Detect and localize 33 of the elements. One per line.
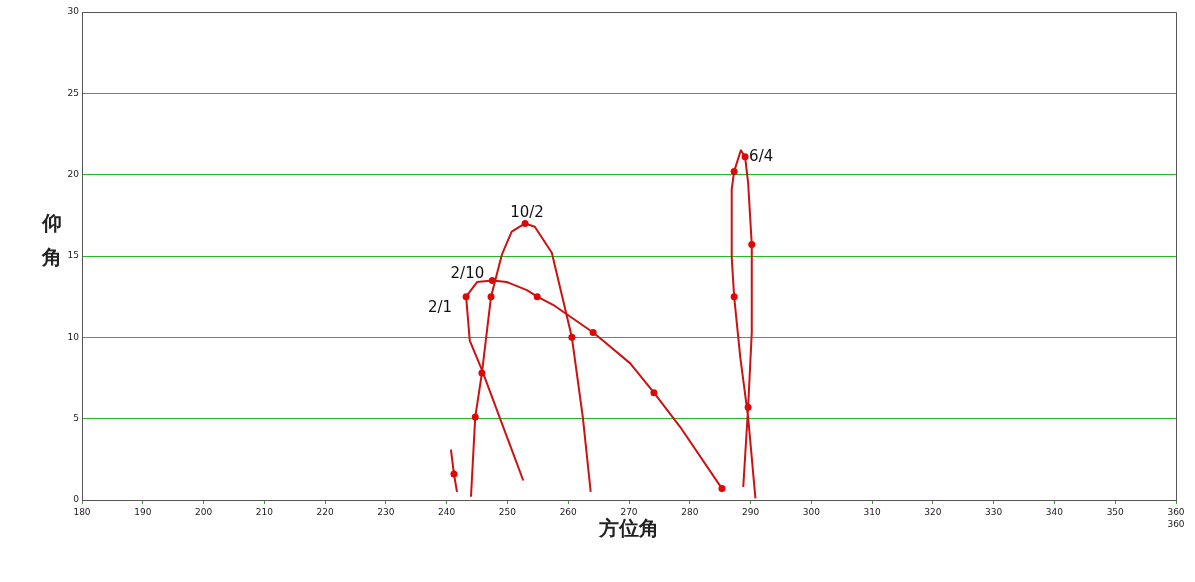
x-tick-label: 310 (863, 506, 881, 517)
y-axis-title: 仰角 (41, 211, 62, 270)
y-tick-label: 5 (73, 413, 79, 424)
x-tick-label: 330 (985, 506, 1003, 517)
x-tick-label: 280 (681, 506, 699, 517)
x-axis-title: 方位角 (598, 516, 659, 541)
x-tick-label: 320 (924, 506, 942, 517)
x-tick-label: 200 (194, 506, 213, 517)
annotation: 6/4 (749, 146, 774, 165)
x-tick-label: 290 (741, 506, 760, 517)
x-tick-label: 350 (1106, 506, 1125, 517)
annotation: 2/10 (450, 264, 485, 283)
y-tick-label: 10 (67, 331, 80, 342)
x-tick-label: 240 (438, 506, 456, 517)
x-tick-label: 190 (134, 506, 152, 517)
y-tick-label: 0 (73, 494, 80, 505)
annotation: 10/2 (510, 202, 544, 221)
x-tick-label: 220 (316, 506, 334, 517)
y-tick-label: 30 (67, 6, 80, 17)
y-tick-label: 15 (67, 250, 79, 261)
x-tick-label: 360 (1167, 506, 1185, 517)
y-tick-label: 20 (67, 169, 80, 180)
y-tick-label: 25 (67, 87, 79, 98)
annotation: 2/1 (427, 297, 453, 316)
x-tick-label: 180 (73, 506, 91, 517)
x-tick-label: 260 (559, 506, 578, 517)
x-tick-label: 210 (255, 506, 274, 517)
x-tick-label: 300 (802, 506, 821, 517)
x-tick-label: 270 (620, 506, 638, 517)
x-tick-label: 250 (498, 506, 517, 517)
x-tick-label: 340 (1045, 506, 1064, 517)
x-tick-label: 230 (377, 506, 395, 517)
text: 360 (1167, 519, 1185, 530)
